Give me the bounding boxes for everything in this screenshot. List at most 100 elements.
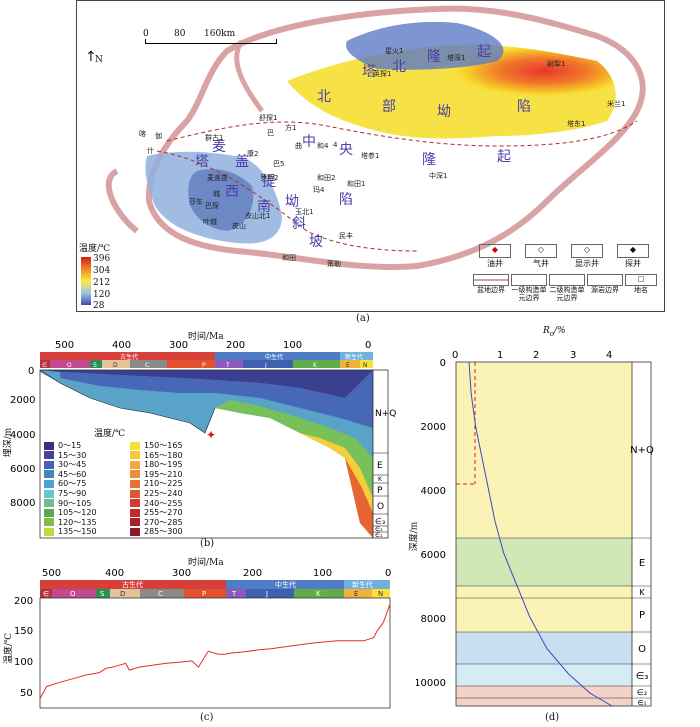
scale-tick: 80 <box>174 29 186 39</box>
well: 和田2 <box>317 174 336 182</box>
period-label: S <box>100 590 105 598</box>
period-label: N <box>363 362 368 369</box>
y-tick: 2000 <box>10 395 35 406</box>
well: 策勒 <box>327 260 341 268</box>
legend-swatch <box>44 470 54 479</box>
legend-item: 255～270 <box>130 507 183 518</box>
legend-label: 气井 <box>533 259 549 268</box>
period-label: P <box>202 362 206 369</box>
svg-text:✦: ✦ <box>206 428 216 442</box>
legend-label: 显示井 <box>575 259 599 268</box>
legend-item: 60～75 <box>44 478 86 489</box>
panel-d-y-title: 深度/m <box>409 521 420 552</box>
period-label: T <box>225 362 230 369</box>
well: 叶城 <box>203 218 217 226</box>
legend-label: 105～120 <box>58 508 97 518</box>
stratum-label: ∈₂ <box>637 688 647 697</box>
era-label: 古生代 <box>120 353 138 361</box>
legend-label: 270～285 <box>144 517 183 527</box>
well: 中深1 <box>429 172 448 180</box>
legend-swatch <box>130 518 140 527</box>
y-tick: 10000 <box>416 678 446 689</box>
era-label: 古生代 <box>122 580 143 589</box>
stratum-label: P <box>377 486 383 496</box>
legend-label: 油井 <box>487 259 503 268</box>
well: 和4 <box>317 142 329 150</box>
legend-swatch <box>130 451 140 460</box>
panel-a: ↑ N 0 80 160km 塔 北 隆 起 北 部 坳 陷 中 央 隆 起 塔… <box>76 0 665 312</box>
well: 塔参1 <box>361 152 380 160</box>
temp-tick: 120 <box>93 290 111 300</box>
panel-b-plot: 500 400 300 200 100 0 古生代 中生代 新生代 ∈ O S … <box>10 340 396 539</box>
y-tick: 4000 <box>421 486 446 497</box>
legend-swatch <box>44 460 54 469</box>
legend-label: 210～225 <box>144 479 183 489</box>
well: 民丰 <box>339 232 353 240</box>
caption-c: (c) <box>200 712 214 723</box>
legend-swatch <box>130 499 140 508</box>
y-tick: 4000 <box>10 430 35 441</box>
period-label: S <box>93 362 97 369</box>
north-label: N <box>95 55 103 65</box>
legend-swatch <box>130 479 140 488</box>
well: 方1 <box>285 124 297 132</box>
stratum-label: E <box>377 461 383 471</box>
panel-d-x-title: Ro/% <box>543 326 566 338</box>
well: 皮山北1 <box>245 212 271 220</box>
legend-item: 0～15 <box>44 440 81 451</box>
well: 4 <box>333 141 338 149</box>
legend-item: 270～285 <box>130 517 183 528</box>
period-label: P <box>202 590 206 598</box>
stratum-label: ∈₁ <box>638 699 647 707</box>
well: 和田 <box>282 254 296 262</box>
legend-label: 225～240 <box>144 489 183 498</box>
legend-item: 180～195 <box>130 459 183 470</box>
legend-swatch <box>44 527 54 536</box>
well: 英探1 <box>373 70 392 78</box>
legend-label: 30～45 <box>58 460 87 470</box>
legend-label: 二级构造单元边界 <box>549 286 585 302</box>
legend-item: 30～45 <box>44 459 86 470</box>
period-label: N <box>378 590 383 598</box>
legend-label: 60～75 <box>58 479 87 489</box>
well: 塔东1 <box>567 120 586 128</box>
stratum-label: K <box>639 588 645 597</box>
legend-swatch <box>130 508 140 517</box>
caption-d: (d) <box>545 712 560 723</box>
era-label: 新生代 <box>352 580 373 589</box>
period-label: K <box>313 362 318 369</box>
legend-swatch <box>44 518 54 527</box>
x-tick: 500 <box>42 568 61 579</box>
stratum-label: ∈₂ <box>375 526 383 533</box>
stratum-label: ∈₃ <box>636 671 649 682</box>
period-label: C <box>145 362 149 369</box>
legend-swatch <box>44 451 54 460</box>
legend-swatch <box>130 441 140 450</box>
scale-tick: 160km <box>204 29 236 39</box>
well: 舒探1 <box>259 114 278 122</box>
legend-label: 165～180 <box>144 450 183 460</box>
y-tick: 2000 <box>421 422 446 433</box>
legend-item: 45～60 <box>44 469 86 480</box>
well: 和田1 <box>347 180 366 188</box>
well: 康2 <box>247 150 259 158</box>
legend-swatch <box>130 460 140 469</box>
legend-item: 120～135 <box>44 517 97 528</box>
legend-swatch <box>130 489 140 498</box>
legend-swatch <box>44 441 54 450</box>
x-tick: 3 <box>570 350 576 361</box>
legend-label: 90～105 <box>58 498 92 508</box>
temperature-series-line <box>39 603 391 700</box>
caption-a: (a) <box>356 313 370 324</box>
temp-colorbar <box>81 257 91 305</box>
period-label: D <box>113 362 118 369</box>
panel-c-plot: 500 400 300 200 100 0 古生代 中生代 新生代 ∈ O S … <box>14 568 391 709</box>
legend-item: 240～255 <box>130 498 183 509</box>
x-tick: 500 <box>55 340 74 351</box>
panel-c-x-title: 时间/Ma <box>188 558 224 568</box>
well: 曲 <box>295 142 302 150</box>
well: 尉犁1 <box>547 60 566 68</box>
legend-item: 90～105 <box>44 498 91 509</box>
legend-label: 15～30 <box>58 450 87 460</box>
y-tick: 150 <box>14 626 33 637</box>
